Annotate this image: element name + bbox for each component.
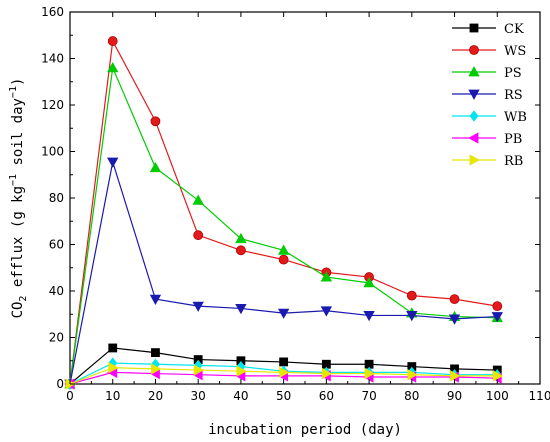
y-tick-label: 100 (41, 145, 64, 159)
plot-frame (69, 11, 541, 385)
legend-marker (468, 132, 479, 144)
legend-item-ck: CK (452, 22, 524, 37)
series-line-ps (69, 65, 498, 385)
series-ws (65, 36, 503, 389)
data-point-rs (192, 301, 204, 312)
data-point-rb (279, 366, 290, 379)
data-point-ps (149, 161, 162, 173)
data-point-rb (321, 367, 333, 380)
data-point-rb (108, 362, 119, 374)
x-tick-label: 50 (276, 389, 291, 403)
legend-marker (469, 110, 479, 122)
data-point-ws (492, 301, 503, 312)
legend-item-ws: WS (452, 44, 526, 59)
x-tick-label: 70 (361, 389, 376, 403)
data-point-rs (363, 311, 375, 322)
data-point-ws (406, 290, 417, 301)
series-line-ws (69, 39, 498, 385)
axes-layer: 0 10 20 30 40 50 60 70 80 90 100 110 0 20 40 60 80 100 120… (41, 5, 550, 403)
legend-label: WS (504, 44, 526, 59)
x-tick-label: 110 (529, 389, 550, 403)
x-tick-label: 0 (66, 389, 74, 403)
legend-label: RB (504, 154, 523, 169)
x-tick-label: 20 (148, 389, 163, 403)
plot-area (69, 11, 541, 385)
x-tick-label: 100 (486, 389, 509, 403)
data-point-ps (363, 277, 375, 288)
legend-item-wb: WB (452, 110, 527, 125)
y-tick-label: 80 (49, 191, 64, 205)
x-tick-label: 60 (319, 389, 334, 403)
data-point-ps (192, 194, 204, 205)
data-point-ck (151, 348, 160, 358)
data-point-rs (149, 294, 162, 305)
legend-marker (468, 66, 480, 77)
x-tick-label: 30 (191, 389, 206, 403)
data-point-rb (151, 363, 162, 375)
data-point-ws (150, 116, 161, 127)
legend: CK WS PS RS WB PB RB (452, 22, 527, 169)
legend-marker (469, 45, 479, 55)
data-point-ck (279, 357, 289, 367)
legend-marker (468, 89, 480, 100)
legend-label: CK (504, 22, 524, 37)
legend-label: PS (504, 66, 522, 81)
y-tick-label: 60 (49, 238, 64, 252)
data-point-rs (448, 314, 461, 325)
legend-item-rs: RS (452, 88, 523, 103)
data-point-rs (107, 157, 119, 168)
legend-label: PB (504, 132, 522, 147)
data-point-ws (107, 36, 118, 46)
y-tick-label: 40 (49, 284, 64, 298)
series-rs (64, 157, 503, 390)
x-tick-label: 90 (447, 389, 462, 403)
data-point-rb (407, 369, 418, 381)
data-point-rb (492, 370, 504, 382)
legend-label: WB (504, 110, 527, 125)
x-tick-label: 10 (105, 389, 120, 403)
x-tick-label: 40 (233, 389, 248, 403)
data-point-ws (449, 294, 460, 305)
legend-marker (469, 23, 479, 33)
data-point-ck (108, 343, 118, 353)
data-point-ps (235, 232, 247, 244)
legend-item-rb: RB (452, 154, 523, 169)
legend-label: RS (504, 88, 523, 103)
data-point-ps (320, 271, 333, 282)
series-layer (64, 36, 504, 390)
x-tick-label: 80 (404, 389, 419, 403)
data-point-rb (236, 365, 247, 377)
data-point-ws (193, 230, 204, 241)
legend-marker (469, 154, 480, 166)
data-point-rs (235, 304, 247, 315)
y-axis-title: CO2 efflux (g kg−1 soil day−1) (8, 78, 29, 319)
data-point-rb (364, 367, 375, 380)
data-point-rs (491, 312, 503, 323)
data-point-ps (107, 61, 119, 73)
data-point-rs (277, 308, 290, 319)
legend-item-ps: PS (452, 66, 522, 81)
data-point-ps (277, 244, 290, 255)
y-tick-label: 20 (49, 331, 64, 345)
data-point-rb (450, 370, 461, 382)
y-tick-label: 140 (41, 52, 64, 66)
y-tick-label: 160 (41, 5, 64, 19)
data-point-rb (193, 364, 205, 376)
x-axis-title: incubation period (day) (208, 422, 402, 438)
data-point-ws (278, 254, 289, 265)
data-point-ws (236, 245, 246, 256)
y-tick-label: 0 (56, 377, 64, 391)
series-ps (64, 61, 503, 389)
y-tick-label: 120 (41, 98, 64, 112)
data-point-rs (406, 311, 418, 322)
legend-item-pb: PB (452, 132, 522, 147)
series-rb (65, 362, 504, 390)
data-point-rs (320, 306, 333, 317)
